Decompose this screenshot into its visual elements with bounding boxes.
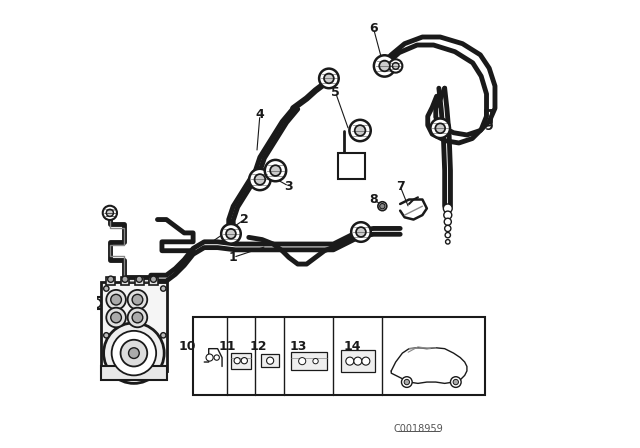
Circle shape — [392, 63, 399, 69]
Circle shape — [267, 357, 274, 364]
Circle shape — [127, 290, 147, 310]
Text: 3: 3 — [285, 180, 293, 193]
Circle shape — [120, 340, 147, 366]
Circle shape — [221, 224, 241, 244]
Circle shape — [431, 118, 450, 138]
Circle shape — [104, 332, 109, 338]
Circle shape — [324, 73, 334, 83]
Circle shape — [106, 290, 126, 310]
Bar — [135, 276, 144, 284]
Circle shape — [106, 209, 113, 216]
Circle shape — [111, 294, 122, 305]
Circle shape — [270, 165, 281, 176]
Circle shape — [313, 358, 318, 364]
Text: 6: 6 — [369, 22, 378, 34]
Circle shape — [127, 308, 147, 327]
Circle shape — [362, 357, 370, 365]
Text: C0018959: C0018959 — [393, 424, 443, 434]
Text: 8: 8 — [369, 193, 378, 206]
Circle shape — [104, 323, 164, 383]
Circle shape — [445, 233, 451, 238]
Circle shape — [265, 160, 286, 181]
Circle shape — [206, 354, 213, 361]
Circle shape — [351, 222, 371, 242]
Circle shape — [104, 286, 109, 291]
Circle shape — [226, 229, 236, 239]
Circle shape — [445, 225, 451, 232]
Bar — [106, 276, 115, 284]
Bar — [101, 366, 167, 380]
Text: 5: 5 — [332, 86, 340, 99]
Circle shape — [401, 377, 412, 388]
Circle shape — [346, 357, 354, 365]
Text: 12: 12 — [250, 340, 268, 353]
Circle shape — [249, 169, 271, 190]
Circle shape — [444, 218, 451, 225]
Bar — [338, 153, 365, 180]
Circle shape — [132, 294, 143, 305]
Circle shape — [354, 357, 362, 365]
Text: 14: 14 — [343, 340, 361, 353]
Circle shape — [380, 60, 390, 71]
Circle shape — [122, 276, 128, 282]
Circle shape — [380, 203, 385, 209]
Circle shape — [349, 120, 371, 141]
Circle shape — [445, 240, 450, 244]
Text: 7: 7 — [396, 180, 404, 193]
Circle shape — [92, 299, 101, 308]
Circle shape — [104, 207, 116, 219]
Circle shape — [389, 59, 403, 73]
Text: 4: 4 — [255, 108, 264, 121]
Bar — [101, 282, 167, 371]
Circle shape — [356, 227, 366, 237]
Circle shape — [444, 211, 452, 219]
Circle shape — [111, 331, 156, 375]
Circle shape — [355, 125, 365, 136]
Text: 2: 2 — [240, 213, 249, 226]
Circle shape — [161, 332, 166, 338]
Circle shape — [136, 276, 142, 282]
Bar — [261, 354, 279, 367]
Circle shape — [241, 358, 248, 364]
Circle shape — [435, 123, 445, 133]
Bar — [120, 276, 129, 284]
Circle shape — [107, 210, 113, 216]
Circle shape — [299, 358, 306, 365]
Circle shape — [161, 286, 166, 291]
Text: 10: 10 — [179, 340, 196, 353]
Circle shape — [451, 377, 461, 388]
Bar — [231, 353, 250, 369]
Circle shape — [106, 308, 126, 327]
Circle shape — [108, 276, 114, 282]
Bar — [149, 276, 158, 284]
Circle shape — [453, 379, 458, 385]
Circle shape — [103, 206, 117, 220]
Bar — [341, 350, 375, 372]
Circle shape — [150, 276, 157, 282]
Circle shape — [404, 379, 410, 385]
Circle shape — [444, 204, 452, 213]
Text: 13: 13 — [290, 340, 307, 353]
Text: 11: 11 — [219, 340, 236, 353]
Text: 9: 9 — [485, 120, 493, 133]
Circle shape — [111, 312, 122, 323]
Bar — [291, 352, 326, 370]
Circle shape — [132, 312, 143, 323]
Circle shape — [319, 69, 339, 88]
Circle shape — [234, 358, 240, 364]
Circle shape — [378, 202, 387, 211]
Circle shape — [255, 174, 265, 185]
Circle shape — [214, 355, 220, 360]
Text: 1: 1 — [229, 251, 237, 264]
Bar — [193, 318, 484, 396]
Circle shape — [129, 348, 140, 358]
Circle shape — [374, 55, 396, 77]
